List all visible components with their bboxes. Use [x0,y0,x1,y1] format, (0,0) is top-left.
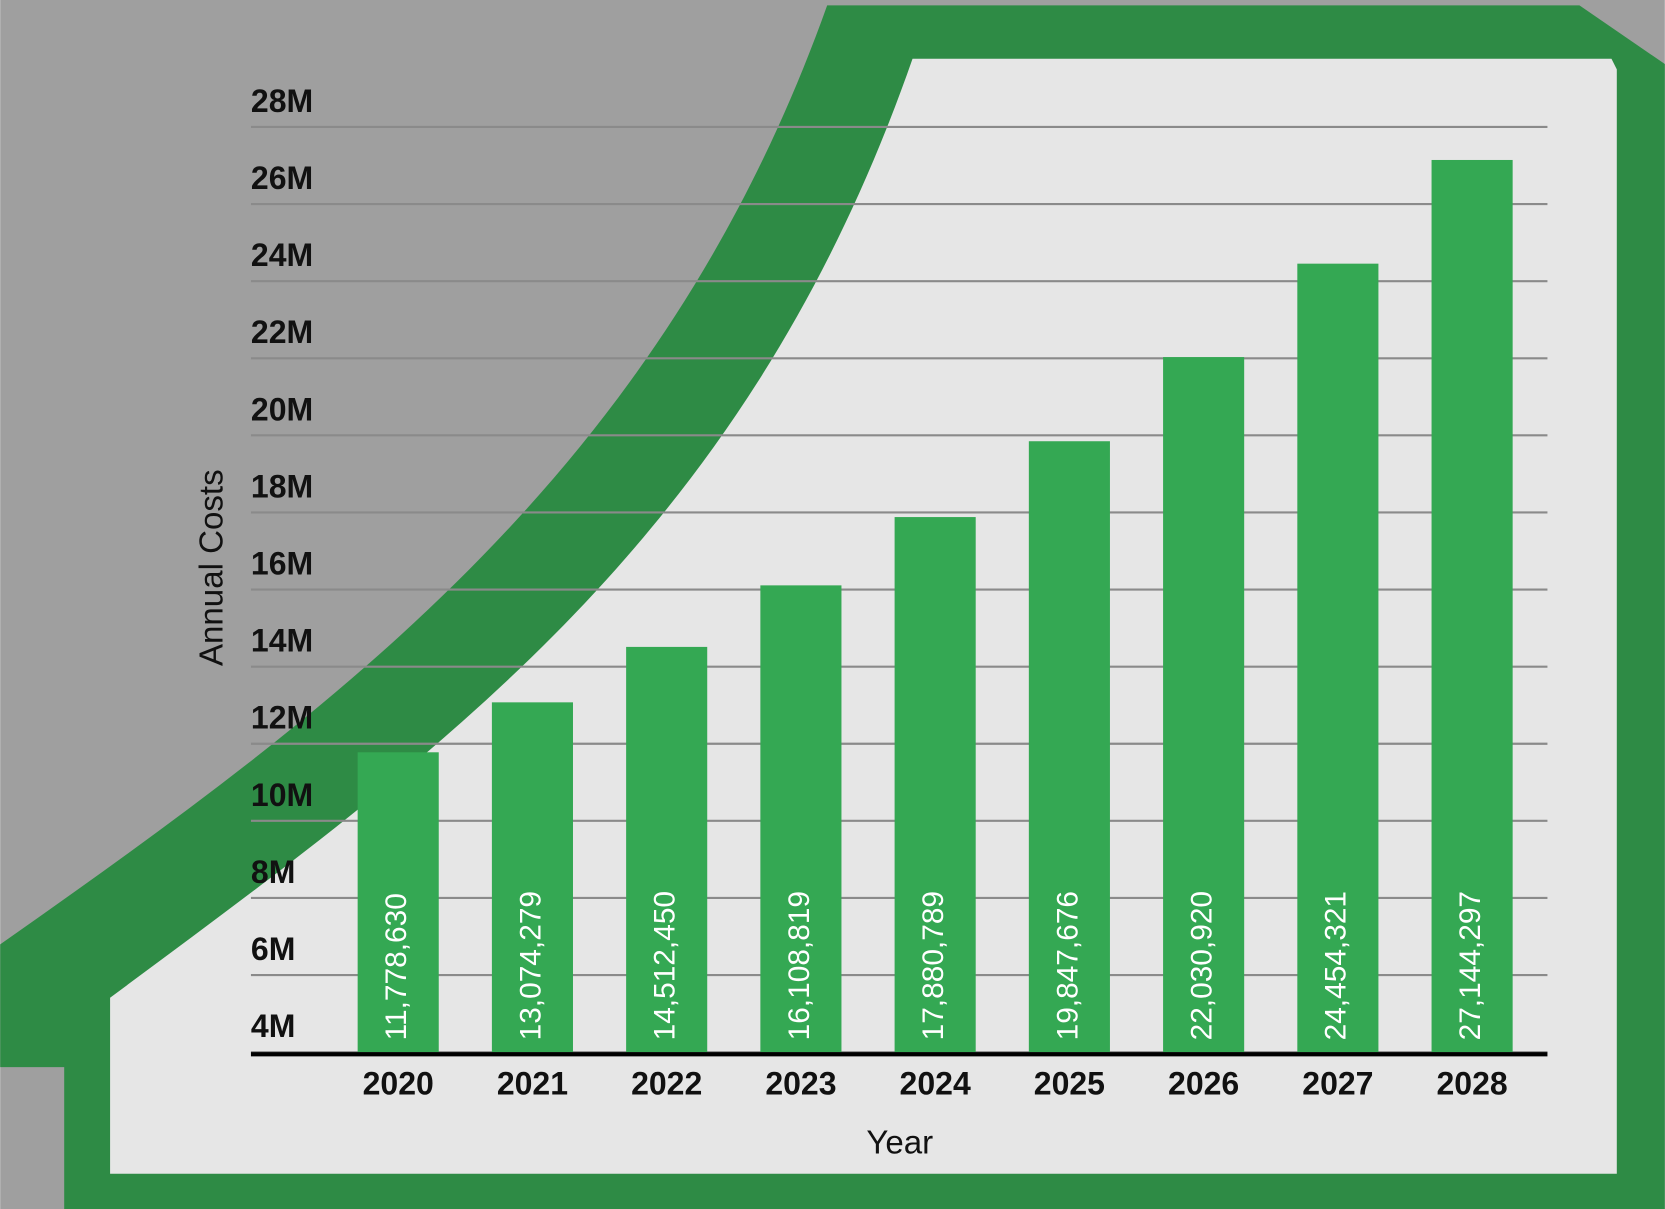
y-tick-label: 12M [251,700,313,736]
y-tick-label: 22M [251,314,313,350]
value-label: 17,880,789 [917,891,950,1040]
y-tick-label: 4M [251,1008,295,1044]
y-tick-label: 20M [251,391,313,427]
x-tick-label: 2027 [1302,1066,1373,1102]
bar [760,585,842,1053]
x-tick-label: 2024 [900,1066,971,1102]
value-label: 11,778,630 [380,893,413,1040]
y-tick-label: 14M [251,623,313,659]
y-axis-title: Annual Costs [193,469,230,666]
y-tick-label: 16M [251,546,313,582]
bar [1163,357,1245,1053]
y-tick-label: 10M [251,777,313,813]
bar [626,646,708,1053]
x-tick-label: 2026 [1168,1066,1239,1102]
x-tick-label: 2021 [497,1066,568,1102]
value-label: 14,512,450 [649,891,682,1040]
value-label: 24,454,321 [1320,891,1353,1040]
y-tick-label: 26M [251,160,313,196]
x-tick-label: 2020 [363,1066,434,1102]
bar [357,752,439,1053]
value-label: 22,030,920 [1186,891,1219,1040]
bar [1297,263,1379,1053]
bar [894,517,976,1053]
bar [1431,159,1513,1053]
value-label: 13,074,279 [514,891,547,1040]
y-tick-label: 6M [251,931,295,967]
value-label: 16,108,819 [783,891,816,1040]
x-tick-label: 2022 [631,1066,702,1102]
y-tick-label: 8M [251,854,295,890]
y-tick-label: 28M [251,83,313,119]
y-tick-label: 24M [251,237,313,273]
value-label: 19,847,676 [1051,891,1084,1040]
bar [1028,441,1110,1053]
x-tick-label: 2028 [1437,1066,1508,1102]
x-tick-label: 2025 [1034,1066,1105,1102]
value-label: 27,144,297 [1454,891,1487,1040]
x-tick-label: 2023 [765,1066,836,1102]
bar [491,702,573,1053]
x-axis-title: Year [866,1125,933,1162]
y-tick-label: 18M [251,468,313,504]
